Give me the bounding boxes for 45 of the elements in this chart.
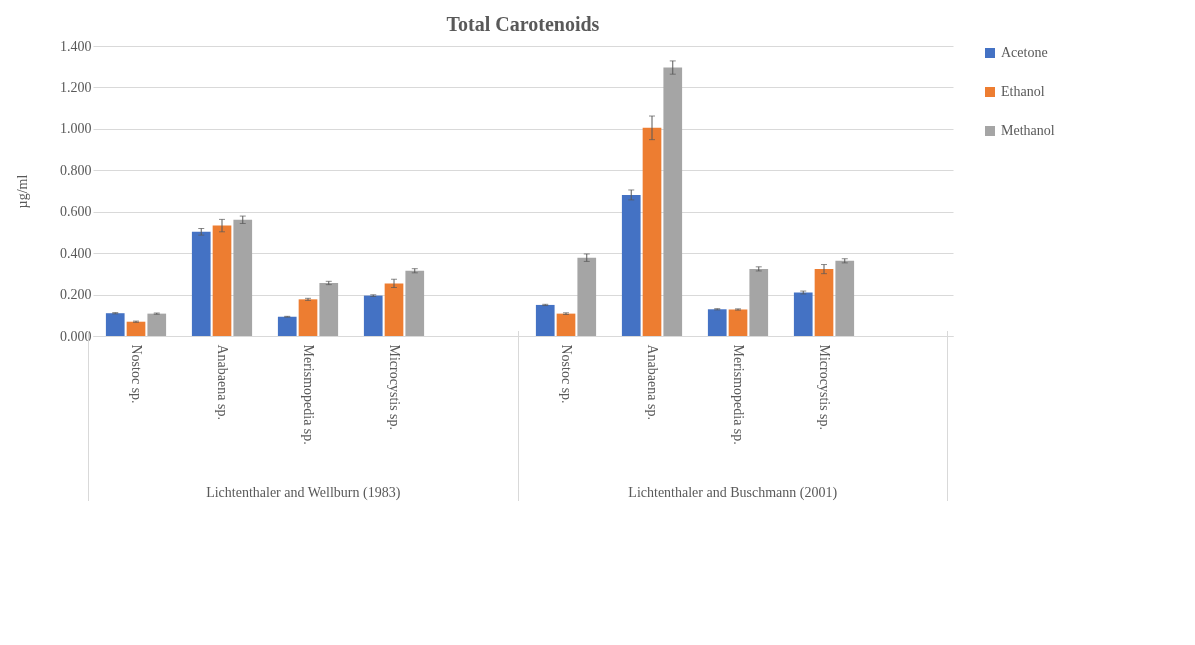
y-tick-label: 1.400 xyxy=(60,38,92,54)
bar xyxy=(535,304,555,336)
bar xyxy=(728,309,748,336)
y-tick-label: 1.000 xyxy=(60,121,92,137)
bar xyxy=(212,225,232,336)
bar xyxy=(105,313,125,336)
bar xyxy=(749,268,769,336)
bar xyxy=(405,270,425,336)
bar xyxy=(621,194,641,336)
legend-label: Ethanol xyxy=(1001,84,1045,99)
x-tick-label: Anabaena sp. xyxy=(645,344,660,420)
bar xyxy=(556,313,576,336)
x-tick-label: Merismopedia sp. xyxy=(731,344,746,445)
bar xyxy=(663,67,683,336)
legend-label: Acetone xyxy=(1001,45,1048,60)
x-tick-label: Merismopedia sp. xyxy=(301,344,316,445)
y-tick-label: 1.200 xyxy=(60,79,92,95)
bar xyxy=(277,316,297,336)
chart-title: Total Carotenoids xyxy=(446,13,600,35)
bar xyxy=(126,321,146,336)
bar xyxy=(191,231,211,336)
x-tick-label: Anabaena sp. xyxy=(215,344,230,420)
bar xyxy=(298,299,318,336)
y-tick-label: 0.600 xyxy=(60,204,92,220)
x-tick-label: Nostoc sp. xyxy=(559,344,574,404)
bar xyxy=(319,282,339,336)
bar xyxy=(384,283,404,336)
bar xyxy=(233,219,253,336)
x-tick-label: Nostoc sp. xyxy=(129,344,144,404)
bar xyxy=(793,292,813,336)
y-tick-label: 0.200 xyxy=(60,287,92,303)
y-axis-title: µg/ml xyxy=(15,174,30,209)
bar xyxy=(707,309,727,336)
y-tick-label: 0.800 xyxy=(60,162,92,178)
bar xyxy=(642,127,662,336)
bar xyxy=(835,260,855,336)
bar xyxy=(363,295,383,336)
x-tick-label: Microcystis sp. xyxy=(387,344,402,431)
x-tick-label: Microcystis sp. xyxy=(817,344,832,431)
bar xyxy=(814,269,834,336)
y-tick-label: 0.400 xyxy=(60,245,92,261)
legend-label: Methanol xyxy=(1001,123,1055,138)
bar xyxy=(577,257,597,336)
bar xyxy=(147,313,167,336)
y-tick-label: 0.000 xyxy=(60,328,92,344)
